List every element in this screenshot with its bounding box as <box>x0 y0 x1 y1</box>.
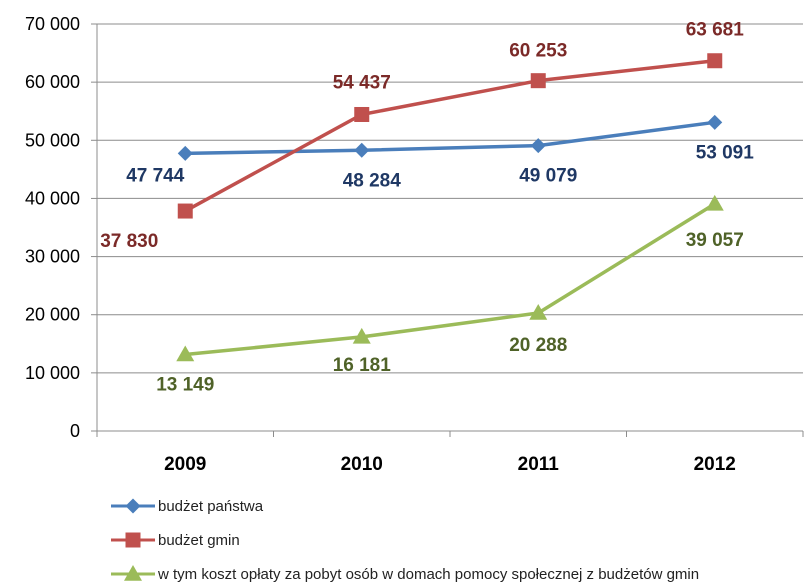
data-point-marker <box>529 304 548 320</box>
data-label: 47 744 <box>126 165 185 186</box>
data-label: 37 830 <box>100 231 158 252</box>
y-tick-label: 70 000 <box>25 14 80 34</box>
data-label: 13 149 <box>156 375 214 396</box>
series-line-1 <box>185 120 715 156</box>
data-label: 48 284 <box>343 170 402 191</box>
data-label: 39 057 <box>686 230 744 251</box>
series-line-3 <box>185 202 716 357</box>
data-label: 16 181 <box>333 355 392 376</box>
data-point-marker <box>705 194 724 211</box>
legend-label: budżet państwa <box>158 498 264 515</box>
data-point-marker <box>354 142 370 158</box>
y-tick-label: 60 000 <box>25 72 80 92</box>
y-tick-label: 10 000 <box>25 363 80 383</box>
legend-marker <box>125 532 141 548</box>
x-tick-label: 2011 <box>518 454 560 475</box>
series-lines <box>184 59 716 357</box>
y-tick-label: 40 000 <box>25 188 80 208</box>
legend-marker <box>124 565 142 581</box>
data-label: 49 079 <box>519 166 577 187</box>
x-tick-label: 2009 <box>164 454 206 475</box>
data-label: 60 253 <box>509 41 567 62</box>
data-point-marker <box>176 345 195 362</box>
data-point-marker <box>177 203 193 219</box>
legend: budżet państwa budżet gmin w tym koszt opł… <box>111 498 699 582</box>
y-tick-label: 20 000 <box>25 305 80 325</box>
data-point-marker <box>707 53 723 69</box>
data-point-marker <box>530 138 546 154</box>
legend-marker <box>125 498 141 514</box>
data-point-marker <box>354 106 370 122</box>
legend-label: budżet gmin <box>158 532 240 549</box>
x-tick-label: 2010 <box>341 454 383 475</box>
y-tick-label: 0 <box>70 421 80 441</box>
axes <box>91 23 804 437</box>
series-line-2 <box>184 59 715 213</box>
gridlines <box>97 23 803 374</box>
y-axis-ticks: 0 10 000 20 000 30 000 40 000 50 000 60 000 70 … <box>25 14 80 441</box>
data-point-marker <box>530 73 546 89</box>
x-tick-label: 2012 <box>694 454 736 475</box>
y-tick-label: 50 000 <box>25 130 80 150</box>
data-point-marker <box>707 114 723 130</box>
data-point-marker <box>177 145 193 161</box>
data-point-marker <box>352 327 371 344</box>
data-labels: 47 744 48 284 49 079 53 091 37 830 54 437 60 2… <box>100 20 754 396</box>
y-tick-label: 30 000 <box>25 247 80 267</box>
data-label: 54 437 <box>333 72 391 93</box>
data-label: 53 091 <box>696 142 755 163</box>
series-markers <box>176 53 724 362</box>
data-label: 20 288 <box>509 335 567 356</box>
x-axis-ticks: 2009 2010 2011 2012 <box>164 454 736 475</box>
legend-label: w tym koszt opłaty za pobyt osób w domac… <box>157 566 699 582</box>
data-label: 63 681 <box>686 20 745 41</box>
